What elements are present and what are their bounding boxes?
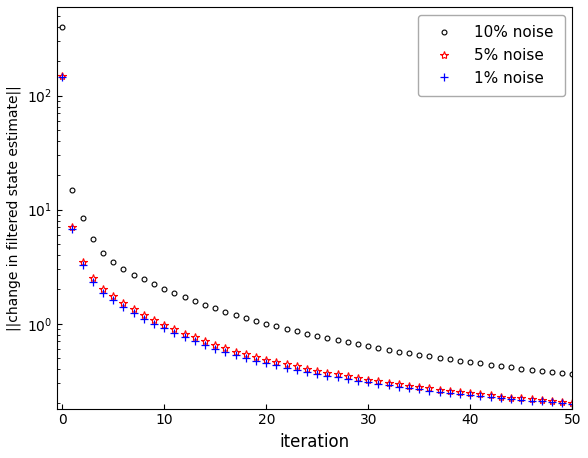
1% noise [59,75,66,80]
10% noise [222,309,229,315]
1% noise [395,384,402,389]
5% noise [171,327,178,332]
Line: 10% noise: 10% noise [60,25,574,377]
1% noise [222,349,229,354]
10% noise [212,306,219,311]
1% noise [426,388,433,393]
5% noise [426,386,433,391]
10% noise [426,354,433,359]
10% noise [559,371,566,376]
10% noise [395,349,402,354]
Y-axis label: ||change in filtered state estimate||: ||change in filtered state estimate|| [7,85,21,331]
1% noise [569,401,576,407]
10% noise [59,24,66,30]
5% noise [395,382,402,387]
10% noise [171,290,178,296]
Line: 5% noise: 5% noise [58,71,576,407]
Legend: 10% noise, 5% noise, 1% noise: 10% noise, 5% noise, 1% noise [418,15,564,96]
1% noise [171,330,178,336]
5% noise [559,399,566,405]
5% noise [212,342,219,348]
5% noise [59,73,66,78]
1% noise [559,400,566,406]
10% noise [569,371,576,377]
5% noise [222,345,229,351]
X-axis label: iteration: iteration [280,433,350,451]
5% noise [569,400,576,406]
Line: 1% noise: 1% noise [58,73,576,408]
1% noise [212,346,219,351]
